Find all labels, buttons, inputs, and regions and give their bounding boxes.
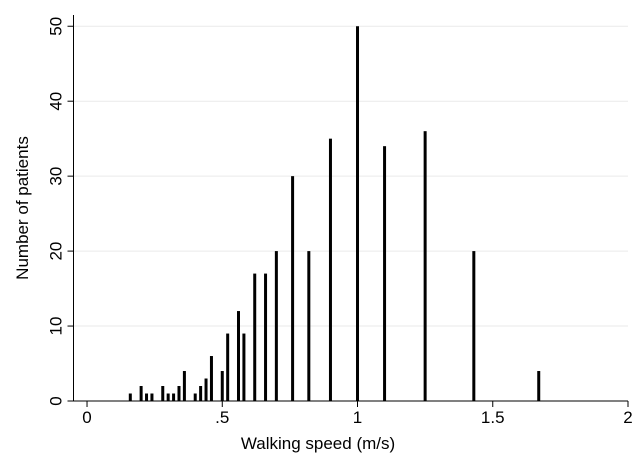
spike xyxy=(274,251,278,401)
x-tick-label: 1.5 xyxy=(481,408,505,427)
spike xyxy=(220,371,224,401)
spike xyxy=(139,386,143,401)
spike xyxy=(145,393,149,401)
spike xyxy=(166,393,170,401)
spike xyxy=(472,251,476,401)
spike xyxy=(226,333,230,401)
spike xyxy=(172,393,176,401)
y-tick-label: 30 xyxy=(47,167,66,186)
spike xyxy=(291,176,295,401)
spike xyxy=(423,131,427,402)
spike xyxy=(383,146,387,401)
spike xyxy=(177,386,181,401)
spike xyxy=(128,393,132,401)
y-tick-label: 20 xyxy=(47,242,66,261)
spike xyxy=(328,138,332,401)
y-tick-label: 40 xyxy=(47,92,66,111)
spike xyxy=(193,393,197,401)
spike xyxy=(182,371,186,401)
spike xyxy=(150,393,154,401)
y-tick-label: 0 xyxy=(47,396,66,405)
spike xyxy=(253,273,257,401)
y-tick-label: 10 xyxy=(47,317,66,336)
x-tick-label: .5 xyxy=(215,408,229,427)
spike xyxy=(161,386,165,401)
y-tick-label: 50 xyxy=(47,17,66,36)
y-axis-label: Number of patients xyxy=(13,136,32,280)
spike xyxy=(236,311,240,401)
spike xyxy=(242,333,246,401)
spike xyxy=(199,386,203,401)
x-tick-label: 0 xyxy=(82,408,91,427)
spike xyxy=(204,378,208,401)
spike xyxy=(356,26,360,402)
spike xyxy=(264,273,268,401)
x-axis-label: Walking speed (m/s) xyxy=(241,434,395,453)
spike xyxy=(537,371,541,401)
x-tick-label: 1 xyxy=(353,408,362,427)
x-tick-label: 2 xyxy=(623,408,632,427)
spike xyxy=(209,356,213,401)
spike xyxy=(307,251,311,401)
